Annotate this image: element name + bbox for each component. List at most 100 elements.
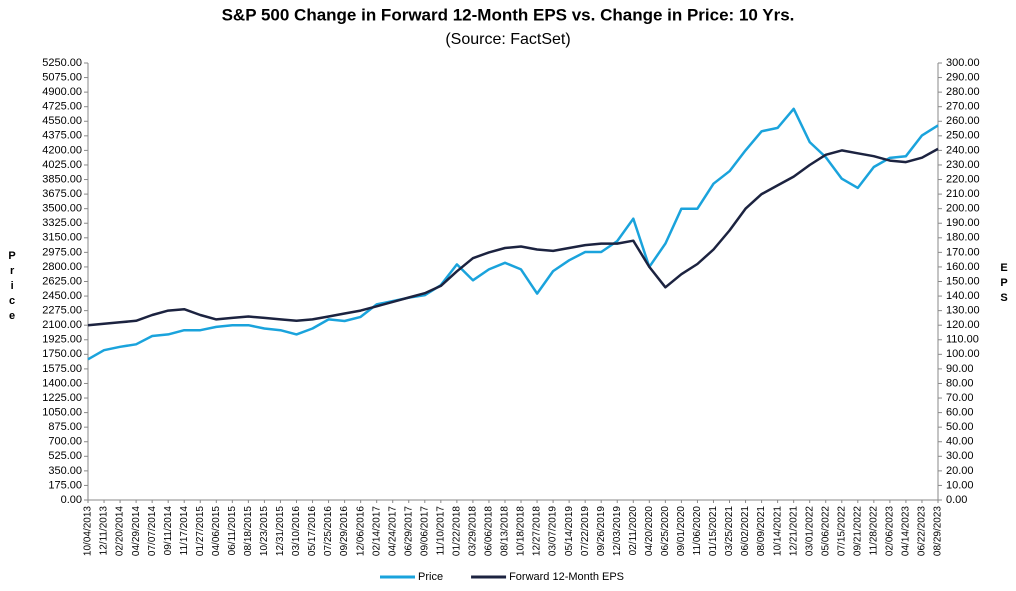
x-tick-label: 04/24/2017 xyxy=(387,506,398,556)
y-tick-label: 4900.00 xyxy=(42,86,82,98)
x-tick-label: 06/22/2023 xyxy=(917,506,928,556)
x-tick-label: 10/18/2018 xyxy=(516,506,527,556)
y2-tick-label: 0.00 xyxy=(946,494,967,506)
x-tick-label: 02/14/2017 xyxy=(371,506,382,556)
x-tick-label: 06/25/2020 xyxy=(660,506,671,556)
x-tick-label: 02/06/2023 xyxy=(885,506,896,556)
y2-tick-label: 240.00 xyxy=(946,144,980,156)
x-tick-label: 09/21/2022 xyxy=(852,506,863,556)
y-tick-label: 2625.00 xyxy=(42,275,82,287)
x-tick-label: 02/20/2014 xyxy=(115,506,126,556)
y-tick-label: 4200.00 xyxy=(42,144,82,156)
y-tick-label: 2100.00 xyxy=(42,319,82,331)
y-tick-label: 0.00 xyxy=(61,494,82,506)
x-tick-label: 07/07/2014 xyxy=(147,506,158,556)
chart-title: S&P 500 Change in Forward 12-Month EPS v… xyxy=(222,5,795,24)
y2-tick-label: 270.00 xyxy=(946,101,980,113)
x-tick-label: 09/26/2019 xyxy=(596,506,607,556)
x-tick-label: 10/23/2015 xyxy=(259,506,270,556)
y2-tick-label: 220.00 xyxy=(946,173,980,185)
y2-tick-label: 120.00 xyxy=(946,319,980,331)
y-tick-label: 525.00 xyxy=(48,450,82,462)
y2-tick-label: 80.00 xyxy=(946,377,974,389)
y-tick-label: 175.00 xyxy=(48,479,82,491)
x-tick-label: 09/29/2016 xyxy=(339,506,350,556)
x-tick-label: 03/29/2018 xyxy=(468,506,479,556)
x-tick-label: 04/14/2023 xyxy=(901,506,912,556)
x-tick-label: 06/11/2015 xyxy=(227,506,238,556)
x-tick-label: 12/11/2013 xyxy=(99,506,110,556)
series-line xyxy=(87,147,939,327)
y-axis-title: Price xyxy=(6,250,18,325)
x-tick-label: 05/14/2019 xyxy=(564,506,575,556)
y2-axis-title: EPS xyxy=(998,262,1010,307)
y-tick-label: 350.00 xyxy=(48,465,82,477)
y2-tick-label: 20.00 xyxy=(946,465,974,477)
y-tick-label: 3850.00 xyxy=(42,173,82,185)
x-tick-label: 11/28/2022 xyxy=(868,506,879,556)
x-tick-label: 03/01/2022 xyxy=(804,506,815,556)
x-tick-label: 11/10/2017 xyxy=(435,506,446,556)
y2-tick-label: 260.00 xyxy=(946,115,980,127)
x-tick-label: 12/21/2021 xyxy=(788,506,799,556)
y-tick-label: 4375.00 xyxy=(42,130,82,142)
chart-subtitle: (Source: FactSet) xyxy=(445,31,570,48)
legend-label: Forward 12-Month EPS xyxy=(509,571,624,583)
y2-tick-label: 210.00 xyxy=(946,188,980,200)
x-tick-label: 03/10/2016 xyxy=(291,506,302,556)
x-tick-label: 05/06/2022 xyxy=(820,506,831,556)
y2-tick-label: 160.00 xyxy=(946,261,980,273)
y-tick-label: 5250.00 xyxy=(42,57,82,69)
y2-tick-label: 250.00 xyxy=(946,130,980,142)
y-tick-label: 1750.00 xyxy=(42,348,82,360)
y2-tick-label: 30.00 xyxy=(946,450,974,462)
y2-tick-label: 150.00 xyxy=(946,275,980,287)
x-tick-label: 12/06/2016 xyxy=(355,506,366,556)
y2-tick-label: 60.00 xyxy=(946,407,974,419)
x-tick-label: 04/20/2020 xyxy=(644,506,655,556)
x-tick-label: 02/11/2020 xyxy=(628,506,639,556)
y-tick-label: 2275.00 xyxy=(42,305,82,317)
x-tick-label: 01/22/2018 xyxy=(452,506,463,556)
y-tick-label: 2450.00 xyxy=(42,290,82,302)
x-tick-label: 12/31/2015 xyxy=(275,506,286,556)
y-tick-label: 4550.00 xyxy=(42,115,82,127)
y-tick-label: 4725.00 xyxy=(42,101,82,113)
y2-tick-label: 40.00 xyxy=(946,436,974,448)
x-tick-label: 08/09/2021 xyxy=(756,506,767,556)
x-tick-label: 04/06/2015 xyxy=(211,506,222,556)
y2-tick-label: 140.00 xyxy=(946,290,980,302)
y-tick-label: 2975.00 xyxy=(42,246,82,258)
x-tick-label: 09/01/2020 xyxy=(676,506,687,556)
y-tick-label: 3150.00 xyxy=(42,232,82,244)
y-tick-label: 1925.00 xyxy=(42,334,82,346)
x-tick-label: 07/15/2022 xyxy=(836,506,847,556)
y2-tick-label: 100.00 xyxy=(946,348,980,360)
series-line xyxy=(87,107,939,361)
y2-tick-label: 90.00 xyxy=(946,363,974,375)
y2-tick-label: 110.00 xyxy=(946,334,979,346)
x-tick-label: 10/04/2013 xyxy=(83,506,94,556)
y2-tick-label: 170.00 xyxy=(946,246,980,258)
y-tick-label: 1225.00 xyxy=(42,392,82,404)
x-tick-label: 12/03/2019 xyxy=(612,506,623,556)
x-tick-label: 10/14/2021 xyxy=(772,506,783,556)
x-tick-label: 09/06/2017 xyxy=(419,506,430,556)
y2-tick-label: 10.00 xyxy=(946,479,974,491)
x-tick-label: 12/27/2018 xyxy=(532,506,543,556)
x-tick-label: 01/27/2015 xyxy=(195,506,206,556)
x-tick-label: 01/15/2021 xyxy=(708,506,719,556)
y2-tick-label: 300.00 xyxy=(946,57,980,69)
y2-tick-label: 280.00 xyxy=(946,86,980,98)
y2-tick-label: 290.00 xyxy=(946,71,980,83)
y2-tick-label: 70.00 xyxy=(946,392,974,404)
y2-tick-label: 50.00 xyxy=(946,421,974,433)
x-tick-label: 06/29/2017 xyxy=(403,506,414,556)
y2-tick-label: 200.00 xyxy=(946,203,980,215)
y-tick-label: 1575.00 xyxy=(42,363,82,375)
x-tick-label: 03/25/2021 xyxy=(724,506,735,556)
y-tick-label: 2800.00 xyxy=(42,261,82,273)
x-tick-label: 08/13/2018 xyxy=(500,506,511,556)
y-tick-label: 3500.00 xyxy=(42,203,82,215)
